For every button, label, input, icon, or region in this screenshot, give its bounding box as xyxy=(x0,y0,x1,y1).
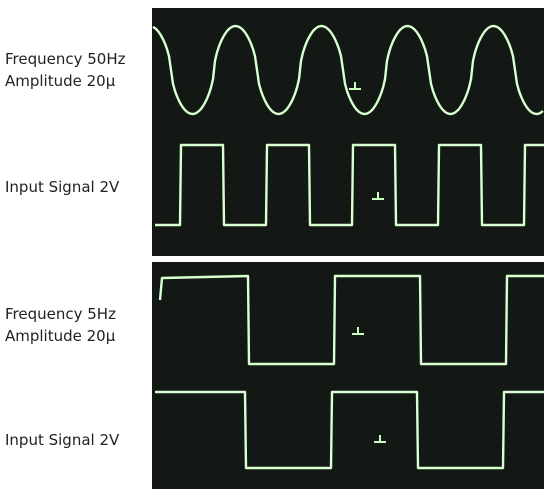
scope-panel xyxy=(152,262,544,489)
response-waveform xyxy=(158,274,544,366)
amplitude-label: Amplitude 20μ xyxy=(5,72,116,90)
input-label: Input Signal 2V xyxy=(5,178,120,196)
scope-panel xyxy=(152,8,544,256)
input-label: Input Signal 2V xyxy=(5,431,120,449)
input-waveform xyxy=(155,143,544,227)
response-waveform xyxy=(152,24,544,116)
frequency-label: Frequency 50Hz xyxy=(5,50,126,68)
input-waveform xyxy=(155,390,544,470)
frequency-label: Frequency 5Hz xyxy=(5,305,116,323)
cursor-marks xyxy=(349,82,386,443)
amplitude-label: Amplitude 20μ xyxy=(5,327,116,345)
